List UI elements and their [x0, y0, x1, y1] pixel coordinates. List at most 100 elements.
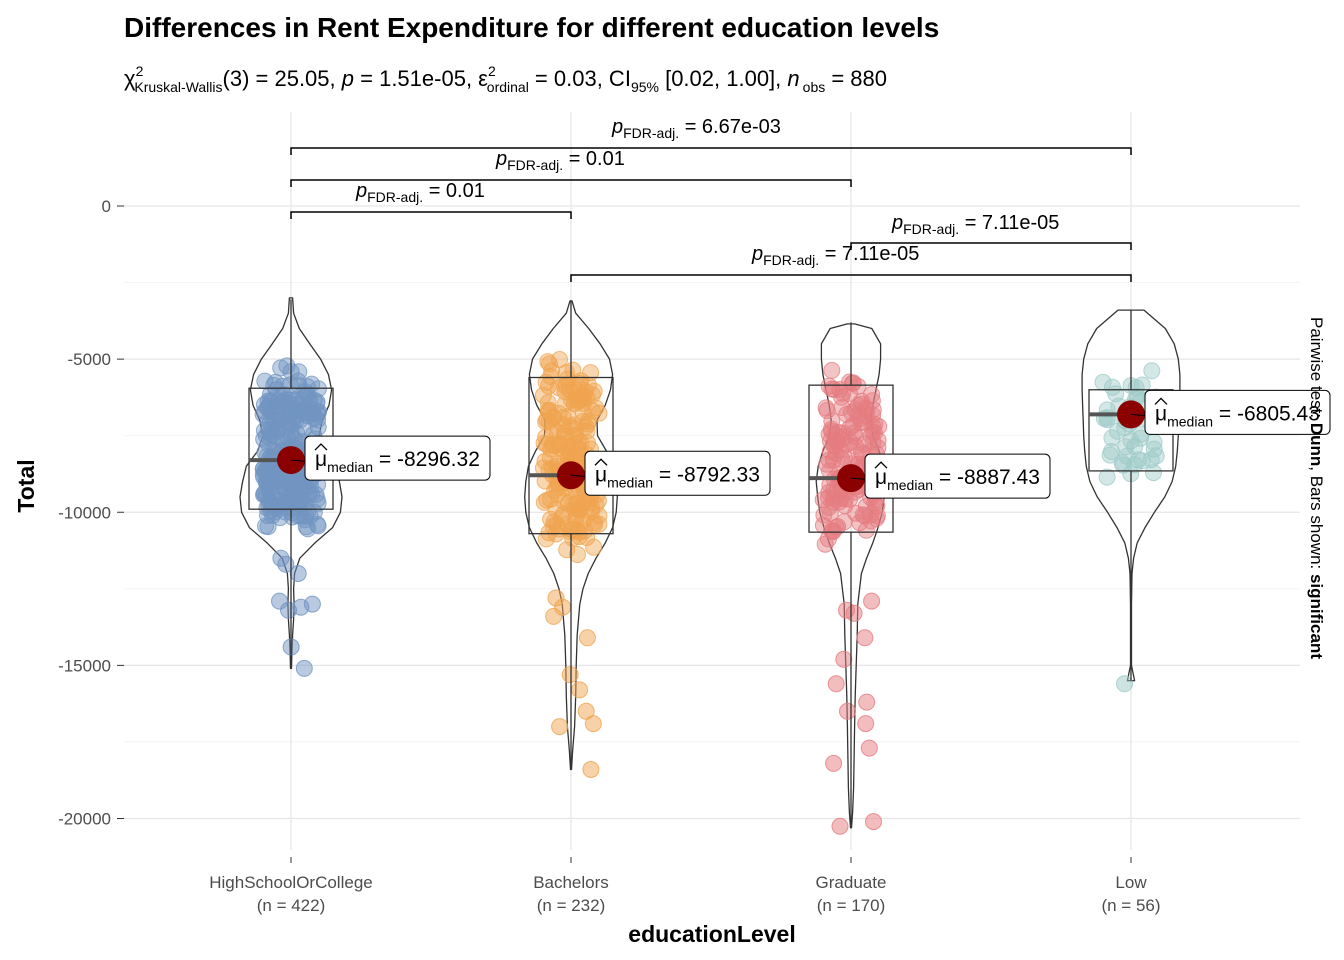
data-point — [295, 419, 313, 437]
bracket-line — [290, 147, 1132, 155]
median-label-box — [864, 453, 1051, 499]
comparison-bracket: pFDR-adj. = 7.11e-05 — [850, 212, 1132, 250]
data-point — [545, 607, 563, 625]
x-tick-label: Low — [1115, 873, 1147, 892]
data-point — [298, 378, 316, 396]
comparison-label: pFDR-adj. = 0.01 — [495, 148, 625, 173]
data-point — [860, 739, 878, 757]
data-point — [842, 433, 860, 451]
data-point — [585, 538, 603, 556]
data-point — [277, 555, 295, 573]
data-point — [283, 508, 301, 526]
data-point — [561, 417, 579, 435]
data-point — [260, 412, 277, 430]
data-point — [561, 666, 579, 684]
data-point — [845, 604, 863, 622]
data-point — [290, 377, 308, 394]
data-point — [535, 493, 553, 511]
data-point — [833, 388, 851, 406]
data-point — [869, 431, 887, 449]
data-point — [569, 546, 586, 563]
data-point — [280, 601, 297, 619]
data-point — [578, 422, 596, 440]
data-point — [862, 506, 880, 524]
data-point — [558, 515, 576, 533]
axis-layer: 0 -5000 -10000 -15000 -20000 HighSchoolOrColl… — [58, 197, 1160, 915]
label-layer: μmedian = -8296.32 μmedian = -8792.33 μmed… — [290, 389, 1331, 499]
median-label-text: μmedian = -8887.43 — [875, 466, 1040, 493]
data-point — [1130, 451, 1147, 469]
median-label-text: μmedian = -8296.32 — [315, 448, 480, 475]
median-label: μmedian = -8792.33 — [570, 450, 771, 496]
data-point — [1122, 432, 1140, 450]
x-tick-count: (n = 422) — [257, 896, 326, 915]
data-point — [857, 715, 875, 733]
comparison-bracket: pFDR-adj. = 6.67e-03 — [290, 116, 1132, 155]
data-point — [546, 481, 564, 499]
data-point — [271, 496, 289, 514]
median-label-box — [304, 435, 491, 481]
y-tick-label: -5000 — [68, 350, 111, 369]
data-point — [825, 482, 842, 500]
median-label: μmedian = -8296.32 — [290, 435, 491, 481]
y-axis-title: Total — [13, 459, 39, 512]
x-axis-title: educationLevel — [628, 921, 795, 947]
data-point — [565, 391, 583, 409]
data-point — [865, 813, 882, 831]
data-point — [569, 500, 586, 518]
data-point — [257, 473, 275, 491]
data-point — [534, 386, 552, 404]
median-label-box — [1144, 389, 1331, 435]
point-layer — [254, 351, 1165, 835]
data-point — [278, 357, 296, 375]
data-point — [551, 718, 569, 736]
data-point — [561, 523, 579, 541]
data-point — [841, 419, 859, 437]
chart-caption: Pairwise test: Dunn, Bars shown: signifi… — [1307, 317, 1326, 659]
data-point — [289, 491, 307, 509]
box-layer — [248, 299, 1174, 825]
data-point — [823, 412, 841, 430]
data-point — [584, 715, 602, 733]
data-point — [1116, 675, 1133, 693]
median-label-box — [584, 450, 771, 496]
median-label: μmedian = -8887.43 — [850, 453, 1051, 499]
data-point — [856, 629, 874, 647]
data-point — [572, 433, 590, 451]
median-label-text: μmedian = -8792.33 — [595, 463, 760, 490]
data-point — [539, 353, 557, 371]
data-point — [825, 754, 843, 772]
data-point — [835, 513, 853, 531]
data-point — [544, 409, 562, 427]
data-point — [582, 761, 600, 778]
data-point — [823, 361, 841, 379]
data-point — [838, 405, 856, 423]
data-point — [540, 377, 557, 395]
data-point — [291, 402, 309, 420]
data-point — [303, 404, 321, 422]
data-point — [554, 416, 572, 434]
x-tick-count: (n = 170) — [817, 896, 886, 915]
data-point — [831, 817, 849, 835]
data-point — [578, 629, 596, 647]
y-tick-label: -10000 — [58, 503, 111, 522]
x-tick-label: HighSchoolOrCollege — [209, 873, 372, 892]
data-point — [1147, 447, 1165, 465]
data-point — [310, 403, 328, 421]
hat-mark — [874, 461, 888, 469]
data-point — [544, 517, 562, 535]
data-point — [863, 392, 881, 410]
data-point — [309, 494, 327, 512]
comparison-label: pFDR-adj. = 6.67e-03 — [611, 116, 781, 141]
bracket-line — [850, 242, 1132, 250]
data-point — [863, 386, 881, 403]
data-point — [289, 372, 307, 390]
comparison-bracket: pFDR-adj. = 0.01 — [290, 180, 572, 219]
data-point — [1143, 362, 1161, 380]
data-point — [590, 404, 608, 422]
data-point — [1104, 378, 1121, 396]
median-label: μmedian = -6805.43 — [1130, 389, 1331, 435]
data-point — [272, 359, 290, 377]
data-point — [270, 392, 288, 410]
